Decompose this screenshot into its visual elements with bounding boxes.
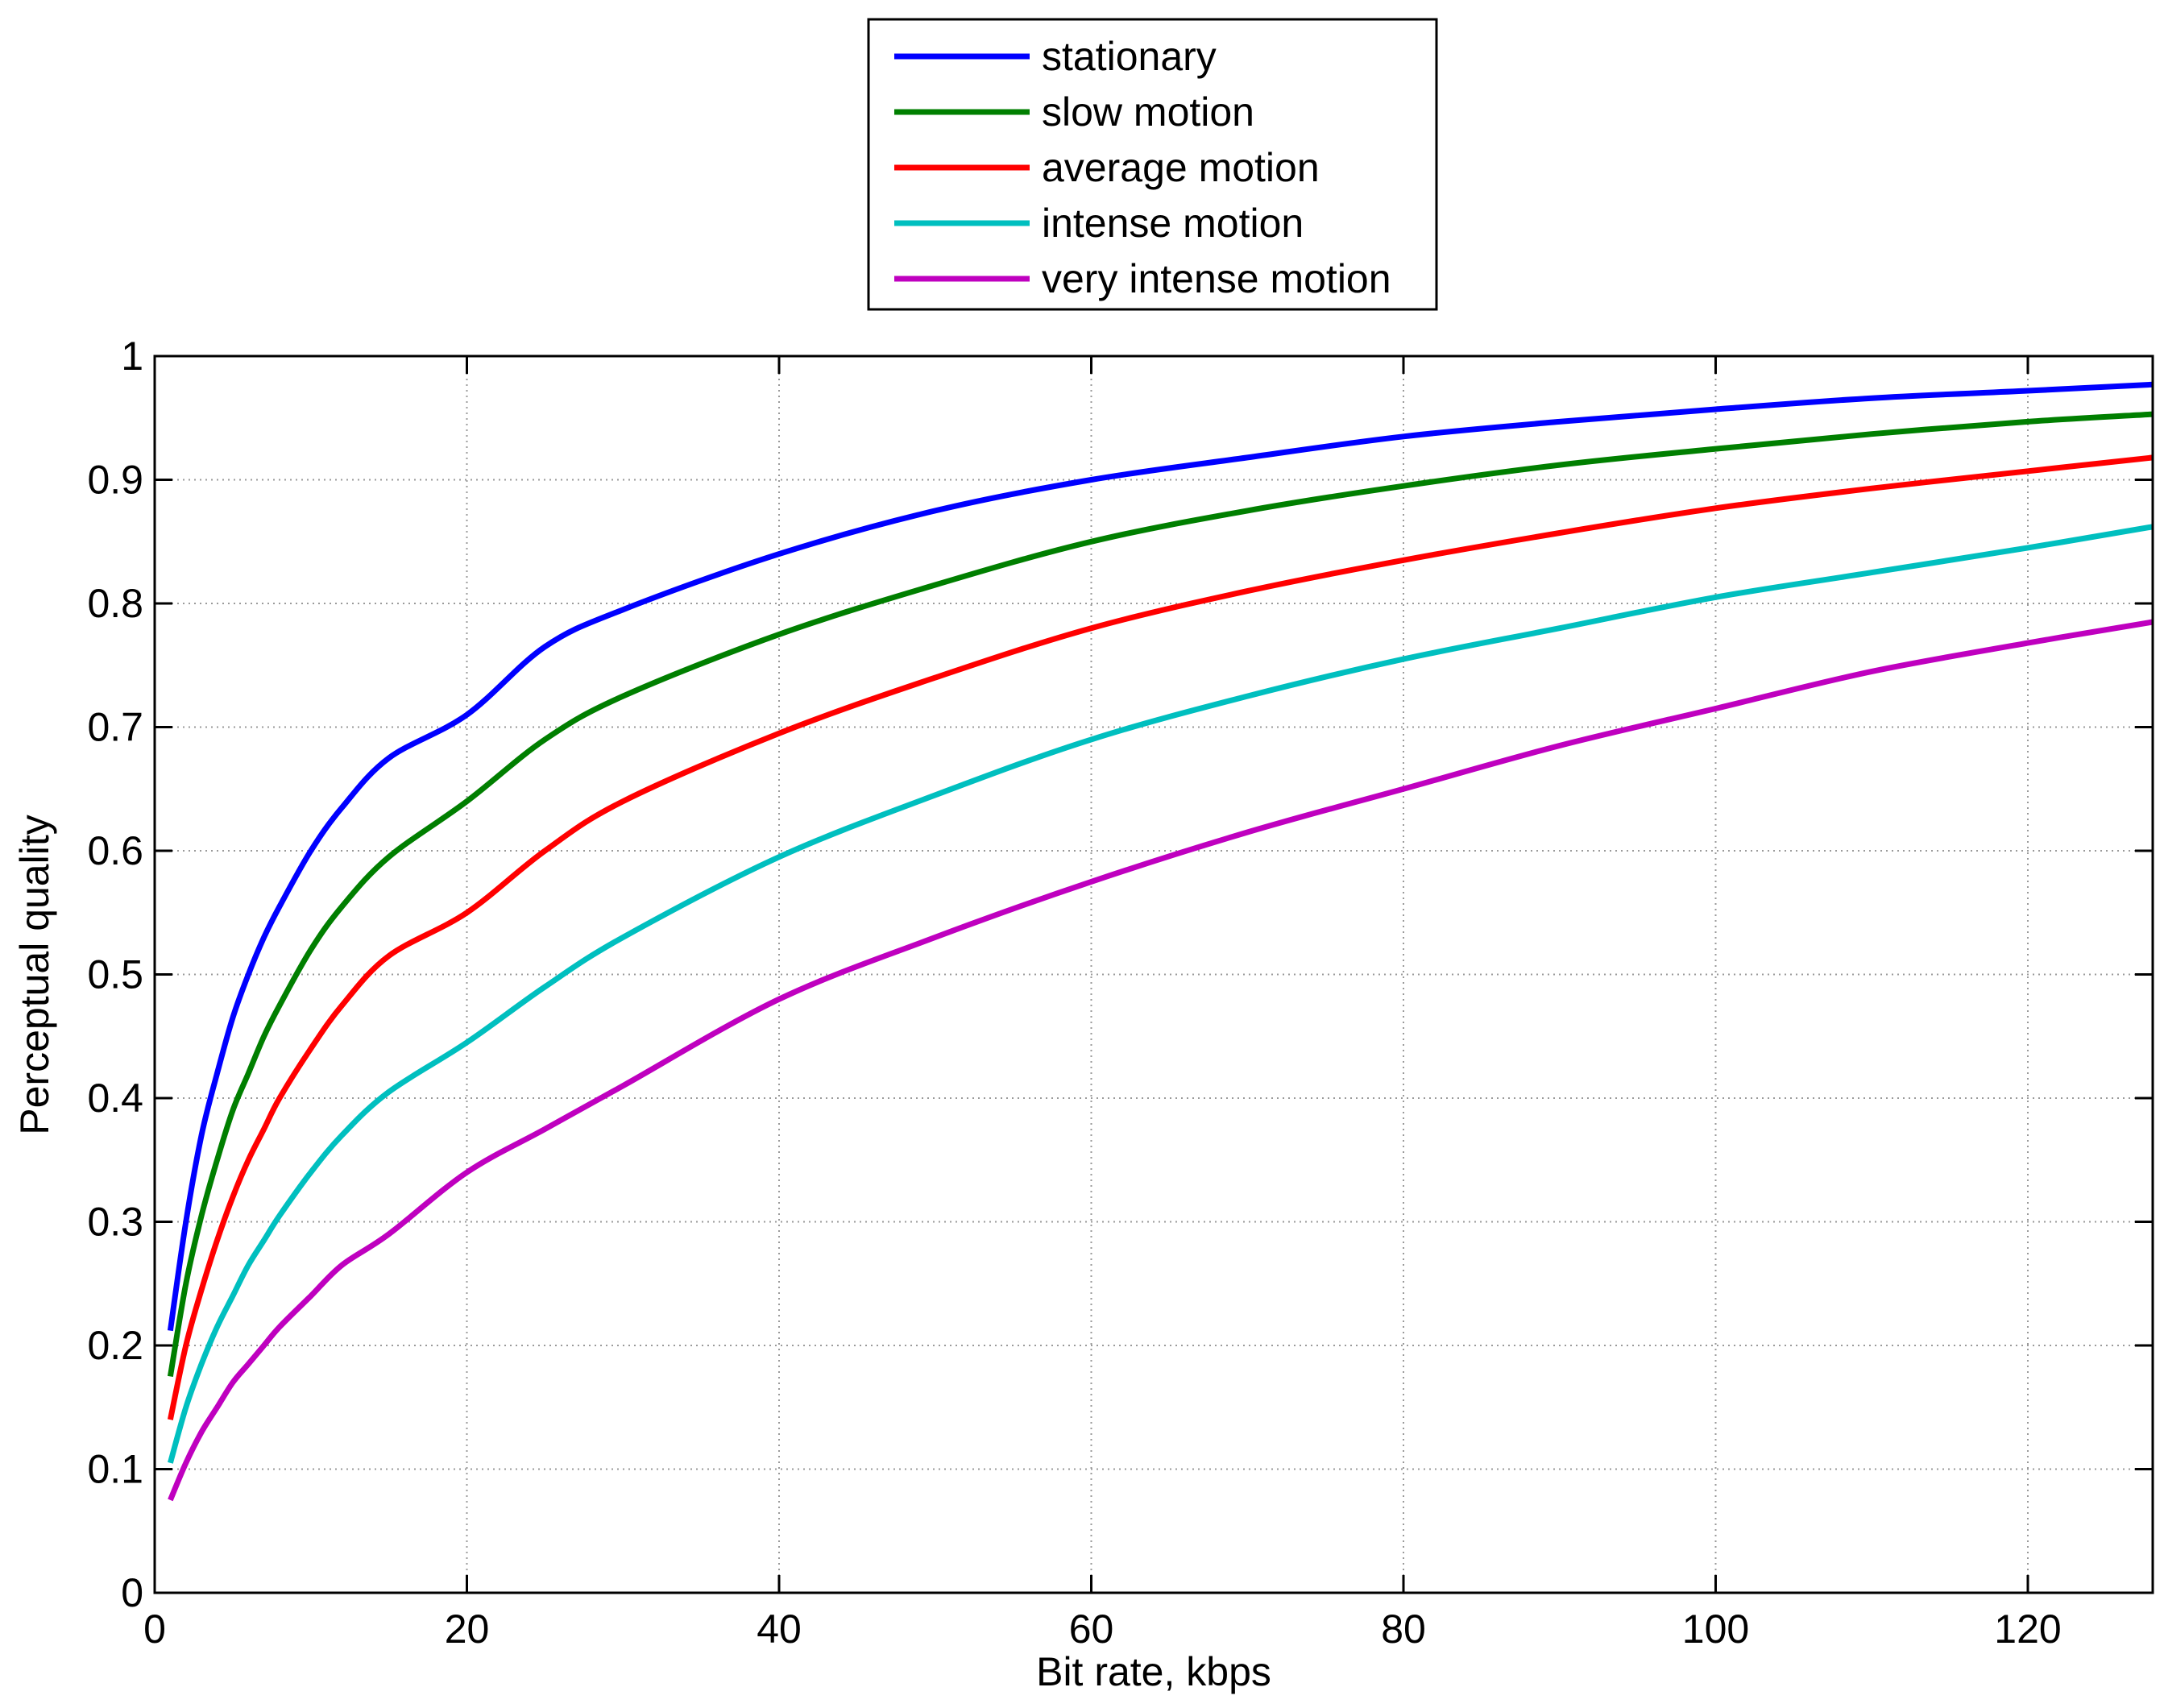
x-tick-label: 80 bbox=[1381, 1606, 1426, 1652]
legend-box bbox=[867, 18, 1438, 311]
y-tick-label: 0 bbox=[121, 1570, 143, 1615]
y-tick-label: 0.6 bbox=[87, 828, 143, 873]
y-axis-label: Perceptual quality bbox=[12, 815, 57, 1134]
y-tick-label: 0.9 bbox=[87, 458, 143, 503]
x-tick-label: 40 bbox=[757, 1606, 802, 1652]
legend: stationary slow motion average motion inten… bbox=[867, 18, 1438, 311]
x-tick-label: 100 bbox=[1682, 1606, 1749, 1652]
series-line-intense-motion bbox=[168, 524, 2154, 1464]
series-line-very-intense-motion bbox=[168, 619, 2154, 1502]
axis-ticks bbox=[153, 354, 2153, 1594]
y-tick-label: 0.1 bbox=[87, 1447, 143, 1492]
x-tick-label: 120 bbox=[1994, 1606, 2061, 1652]
series-line-stationary bbox=[167, 381, 2154, 1332]
y-tick-label: 0.4 bbox=[87, 1076, 143, 1121]
series-lines bbox=[167, 381, 2154, 1502]
y-tick-label: 0.7 bbox=[87, 705, 143, 750]
legend-label-stationary: stationary bbox=[1042, 34, 1217, 79]
y-axis-tick-labels: 0 0.1 0.2 0.3 0.4 0.5 0.6 0.7 0.8 0.9 1 bbox=[87, 334, 143, 1615]
y-tick-label: 0.8 bbox=[87, 581, 143, 626]
y-tick-label: 0.3 bbox=[87, 1200, 143, 1245]
series-line-average-motion bbox=[167, 454, 2154, 1420]
y-tick-label: 1 bbox=[121, 334, 143, 379]
grid-lines bbox=[155, 356, 2153, 1593]
y-tick-label: 0.2 bbox=[87, 1323, 143, 1368]
y-tick-label: 0.5 bbox=[87, 952, 143, 997]
x-tick-label: 0 bbox=[143, 1606, 166, 1652]
legend-label-very-intense-motion: very intense motion bbox=[1042, 256, 1391, 301]
x-axis-label: Bit rate, kbps bbox=[1036, 1649, 1271, 1694]
x-tick-label: 60 bbox=[1069, 1606, 1114, 1652]
x-tick-label: 20 bbox=[445, 1606, 490, 1652]
series-line-slow-motion bbox=[167, 411, 2154, 1377]
legend-label-slow-motion: slow motion bbox=[1042, 89, 1254, 135]
x-axis-tick-labels: 0 20 40 60 80 100 120 bbox=[143, 1606, 2062, 1652]
legend-label-average-motion: average motion bbox=[1042, 145, 1320, 190]
legend-label-intense-motion: intense motion bbox=[1042, 201, 1304, 246]
